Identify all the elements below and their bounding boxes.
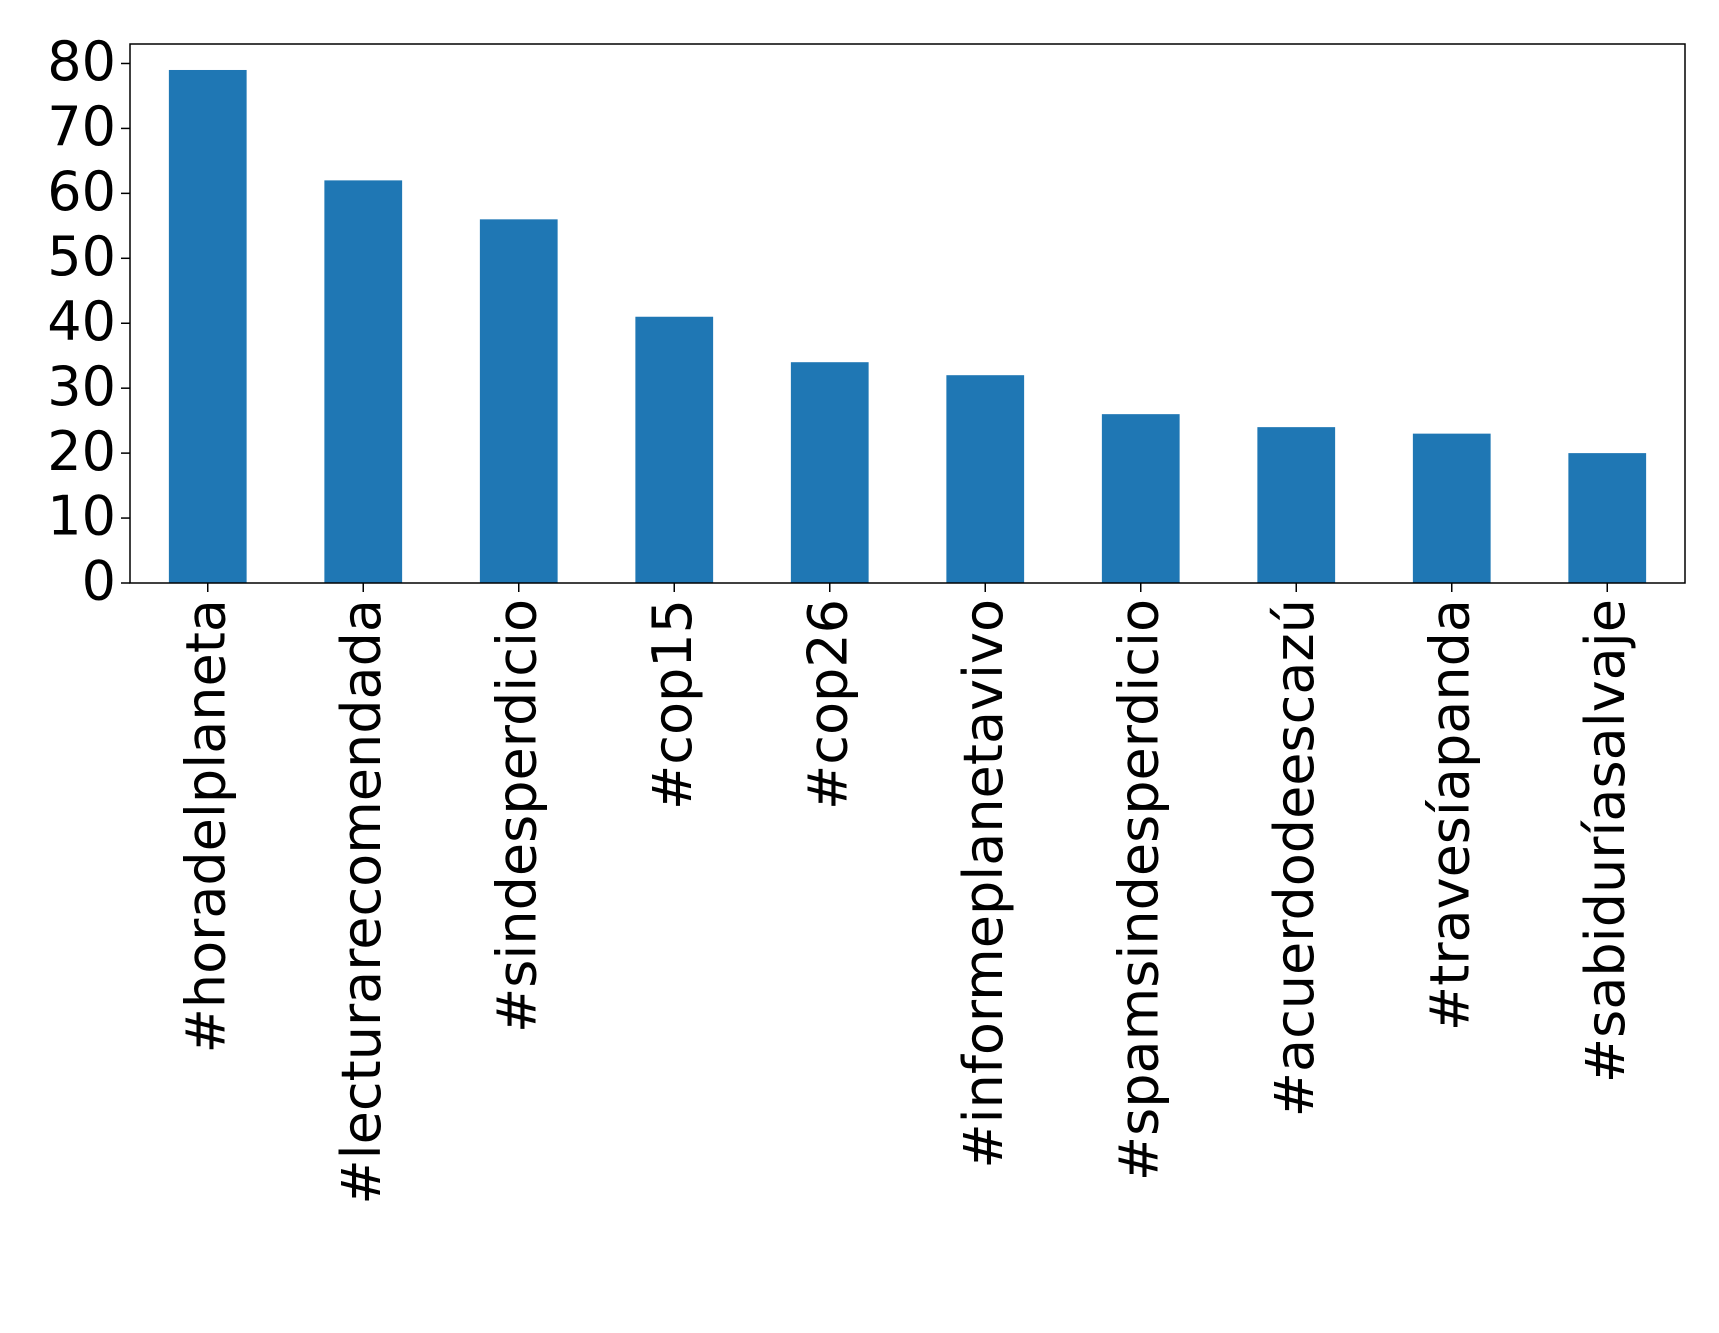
- x-tick-label: #cop15: [641, 599, 704, 810]
- bar: [1101, 414, 1180, 583]
- bar: [479, 219, 558, 584]
- x-tick-label: #sindesperdicio: [485, 599, 548, 1033]
- bar: [1257, 427, 1336, 583]
- y-tick-label: 70: [47, 95, 116, 158]
- x-tick-label: #lecturarecomendada: [330, 599, 393, 1205]
- bar: [1568, 453, 1647, 583]
- bar: [790, 362, 869, 583]
- y-tick-label: 60: [47, 160, 116, 223]
- bar: [635, 316, 714, 583]
- x-tick-label: #informeplanetavivo: [952, 599, 1015, 1169]
- y-tick-label: 40: [47, 290, 116, 353]
- y-tick-label: 30: [47, 355, 116, 418]
- y-tick-label: 80: [47, 30, 116, 93]
- x-tick-label: #cop26: [796, 599, 859, 810]
- bar: [168, 69, 247, 584]
- bar: [324, 180, 403, 584]
- y-tick-label: 20: [47, 420, 116, 483]
- x-tick-label: #horadelplaneta: [174, 599, 237, 1053]
- bar: [946, 375, 1025, 583]
- x-tick-label: #sabiduríasalvaje: [1574, 599, 1637, 1083]
- x-tick-label: #acuerdodeescazú: [1263, 599, 1326, 1117]
- bar: [1412, 433, 1491, 583]
- y-tick-label: 10: [47, 485, 116, 548]
- x-tick-label: #travesíapanda: [1418, 599, 1481, 1031]
- axes-frame: [129, 43, 1686, 584]
- y-tick-label: 0: [82, 550, 116, 613]
- x-tick-label: #spamsindesperdicio: [1107, 599, 1170, 1181]
- y-tick-label: 50: [47, 225, 116, 288]
